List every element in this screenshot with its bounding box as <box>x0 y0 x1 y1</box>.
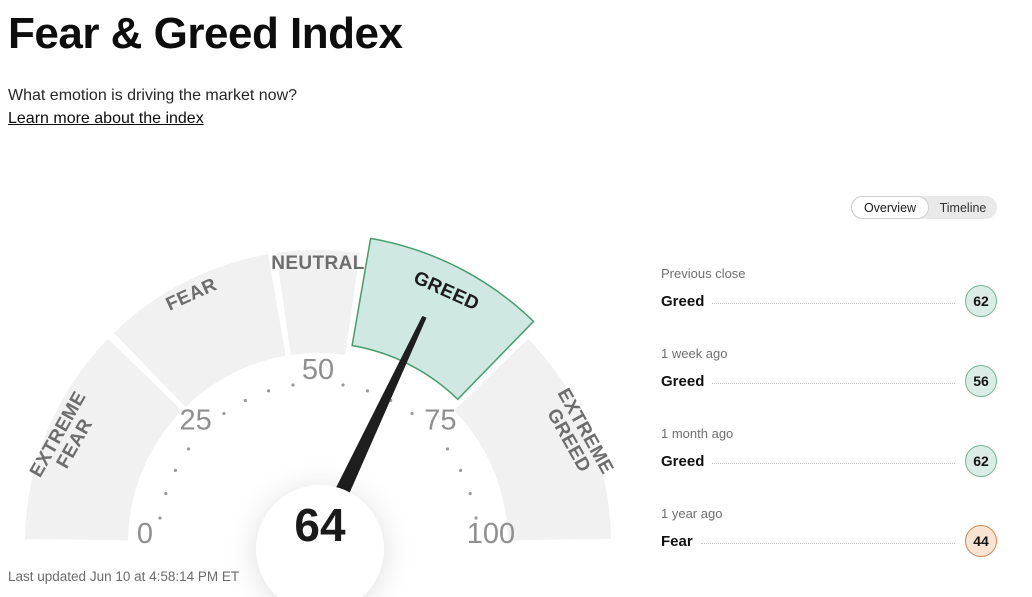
history-list: Previous close Greed 62 1 week ago Greed… <box>661 263 997 583</box>
history-period-label: 1 week ago <box>661 346 728 361</box>
history-value-line: Greed 62 <box>661 285 997 317</box>
history-score-badge: 62 <box>965 285 997 317</box>
view-toggle: Overview Timeline <box>851 196 997 219</box>
gauge-dot <box>266 389 271 393</box>
history-value-line: Greed 62 <box>661 445 997 477</box>
gauge-dot <box>186 447 191 451</box>
gauge-dot <box>468 491 472 496</box>
gauge-dot <box>365 389 370 393</box>
gauge-dot <box>243 398 247 403</box>
dotted-leader <box>712 382 955 384</box>
history-rating: Greed <box>661 292 705 310</box>
gauge-score-value: 64 <box>294 499 346 551</box>
gauge-segment-extreme-greed <box>454 338 611 541</box>
gauge-tick-number: 25 <box>180 405 212 437</box>
history-value-line: Fear 44 <box>661 525 997 557</box>
gauge-tick-number: 0 <box>137 518 153 550</box>
gauge-dot <box>164 491 168 496</box>
gauge-segment-neutral <box>276 249 360 355</box>
history-score-badge: 62 <box>965 445 997 477</box>
gauge-segment-label-neutral: NEUTRAL <box>271 253 365 274</box>
gauge-dot <box>222 411 226 416</box>
history-rating: Greed <box>661 372 705 390</box>
page-subtitle: What emotion is driving the market now? <box>8 87 298 104</box>
history-row: 1 year ago Fear 44 <box>661 503 997 583</box>
history-period-label: 1 year ago <box>661 506 723 521</box>
gauge-dot <box>341 383 345 387</box>
page-title: Fear & Greed Index <box>8 9 403 58</box>
toggle-option-timeline[interactable]: Timeline <box>939 200 987 215</box>
dotted-leader <box>712 302 955 304</box>
history-score-badge: 44 <box>965 525 997 557</box>
gauge-dot <box>474 516 478 520</box>
history-period-label: Previous close <box>661 266 746 281</box>
gauge-segment-extreme-fear <box>25 338 182 541</box>
toggle-option-overview[interactable]: Overview <box>851 196 929 219</box>
dotted-leader <box>700 542 955 544</box>
history-row: Previous close Greed 62 <box>661 263 997 343</box>
history-row: 1 week ago Greed 56 <box>661 343 997 423</box>
history-score-badge: 56 <box>965 365 997 397</box>
gauge-dot <box>445 447 450 451</box>
history-period-label: 1 month ago <box>661 426 734 441</box>
gauge-segment-greed <box>351 237 535 401</box>
gauge-dot <box>173 468 178 472</box>
gauge-dot <box>410 411 414 416</box>
fear-greed-gauge: 0255075100EXTREMEFEARFEARNEUTRALGREEDEXT… <box>25 237 617 597</box>
history-value-line: Greed 56 <box>661 365 997 397</box>
last-updated-text: Last updated Jun 10 at 4:58:14 PM ET <box>8 569 240 584</box>
gauge-needle <box>322 315 427 522</box>
gauge-tick-number: 100 <box>467 518 515 550</box>
history-rating: Greed <box>661 452 705 470</box>
gauge-tick-number: 75 <box>424 405 456 437</box>
gauge-dot <box>158 516 162 520</box>
gauge-dot <box>458 468 463 472</box>
history-row: 1 month ago Greed 62 <box>661 423 997 503</box>
gauge-dot <box>291 383 295 387</box>
gauge-segment-fear <box>113 254 286 407</box>
gauge-tick-number: 50 <box>302 354 334 386</box>
history-rating: Fear <box>661 532 693 550</box>
dotted-leader <box>712 462 955 464</box>
gauge-center-circle <box>256 485 384 597</box>
learn-more-link[interactable]: Learn more about the index <box>8 110 204 127</box>
